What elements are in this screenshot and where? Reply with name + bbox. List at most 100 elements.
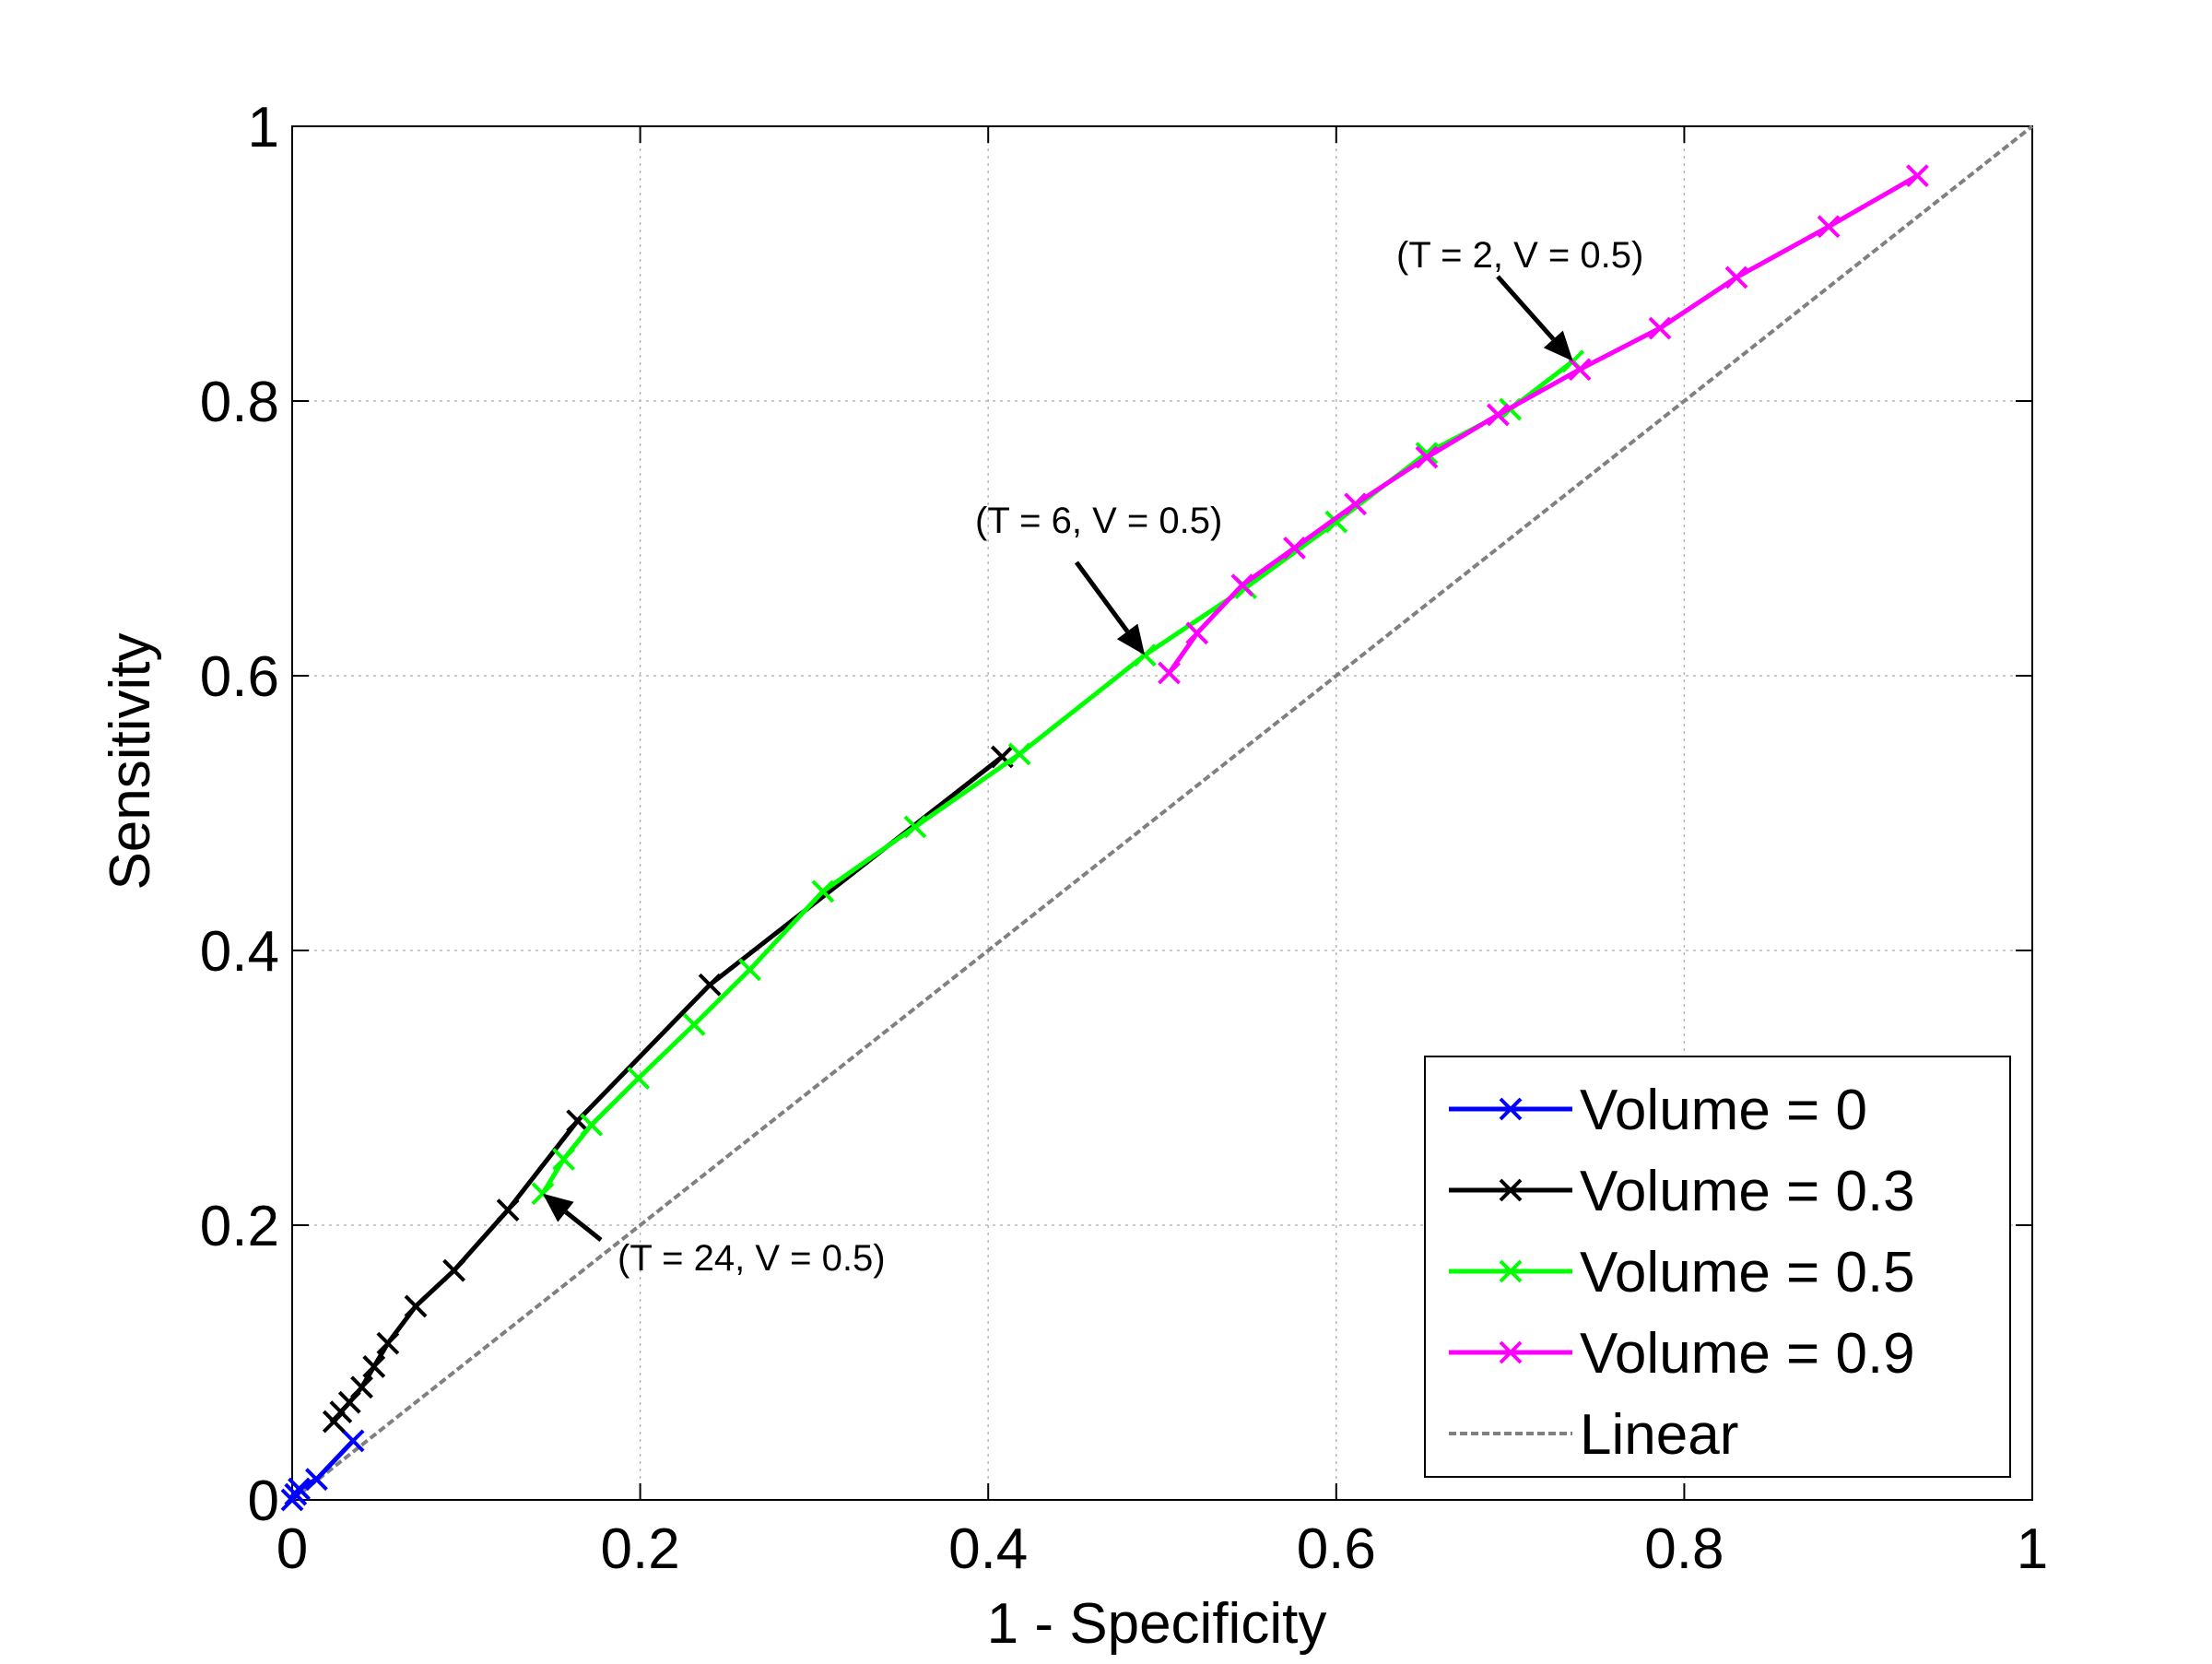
data-point	[1158, 661, 1181, 685]
data-point	[350, 1375, 373, 1399]
y-tick-label: 0.2	[200, 1195, 279, 1258]
y-tick-label: 0.6	[200, 645, 279, 709]
data-point	[376, 1331, 400, 1355]
x-tick-label: 0.8	[1644, 1517, 1724, 1581]
data-point-stroke	[1486, 403, 1510, 427]
data-point-stroke	[1230, 573, 1254, 597]
data-point	[442, 1258, 465, 1282]
legend-label: Volume = 0	[1580, 1079, 1867, 1142]
data-point-stroke	[903, 815, 927, 839]
data-point-stroke	[1007, 742, 1031, 766]
legend-marker	[1499, 1178, 1523, 1202]
data-point-stroke	[531, 1182, 555, 1206]
data-point	[1185, 621, 1209, 645]
series-line	[290, 124, 2034, 1502]
data-point-stroke	[1724, 266, 1748, 289]
series-group	[280, 124, 2034, 1512]
legend-entry: Linear	[1449, 1403, 1738, 1467]
annotation: (T = 2, V = 0.5)	[1396, 235, 1643, 361]
legend-entry: Volume = 0.9	[1449, 1322, 1915, 1386]
data-point-stroke	[1133, 643, 1157, 667]
data-point-stroke	[580, 1113, 604, 1137]
series-linear	[290, 124, 2034, 1502]
y-tick-label: 0	[248, 1469, 279, 1533]
data-point	[1344, 492, 1367, 516]
data-point	[1905, 164, 1929, 188]
data-point	[1724, 266, 1748, 289]
data-point-stroke	[376, 1331, 400, 1355]
plot-frame	[291, 125, 2033, 1501]
x-tick-label: 0.4	[948, 1517, 1028, 1581]
data-point	[341, 1429, 365, 1453]
data-point-stroke	[496, 1198, 520, 1222]
y-tick-label: 0.4	[200, 920, 279, 984]
legend-marker	[1499, 1340, 1523, 1364]
data-point	[322, 1410, 346, 1434]
annotation-arrow-shaft	[1074, 561, 1130, 633]
annotation-label: (T = 2, V = 0.5)	[1396, 235, 1643, 276]
data-point-stroke	[698, 973, 722, 997]
data-point	[580, 1113, 604, 1137]
data-point	[552, 1148, 575, 1171]
legend-entry: Volume = 0	[1449, 1079, 1867, 1142]
legend: Volume = 0 Volume = 0.3 Volume = 0.5 Volume…	[1424, 1056, 2011, 1478]
data-point-stroke	[990, 745, 1014, 769]
x-tick-label: 0	[276, 1517, 308, 1581]
data-point-stroke	[1283, 537, 1306, 560]
legend-marker	[1499, 1259, 1523, 1283]
data-point-stroke	[350, 1375, 373, 1399]
data-point	[362, 1355, 386, 1378]
data-point	[903, 815, 927, 839]
data-point-stroke	[362, 1355, 386, 1378]
x-axis-label: 1 - Specificity	[987, 1592, 1327, 1656]
annotation-arrow-shaft	[1496, 275, 1556, 341]
axis-labels: 1 - Specificity Sensitivity	[99, 632, 1326, 1656]
annotation: (T = 6, V = 0.5)	[975, 501, 1222, 655]
y-tick-label: 0.8	[200, 371, 279, 434]
legend-entry: Volume = 0.3	[1449, 1160, 1915, 1223]
data-point	[288, 1477, 311, 1501]
data-point-stroke	[1817, 215, 1841, 239]
data-point-stroke	[1648, 316, 1672, 340]
x-tick-label: 0.2	[600, 1517, 679, 1581]
legend-marker	[1499, 1097, 1523, 1121]
data-point	[496, 1198, 520, 1222]
data-point-stroke	[404, 1294, 428, 1318]
data-point-stroke	[442, 1258, 465, 1282]
data-point	[404, 1294, 428, 1318]
annotation-arrow-head	[542, 1193, 574, 1222]
data-point	[305, 1468, 328, 1492]
y-axis-label: Sensitivity	[99, 632, 162, 890]
data-point	[1568, 358, 1592, 382]
legend-label: Volume = 0.3	[1580, 1160, 1915, 1223]
x-tick-label: 0.6	[1297, 1517, 1376, 1581]
legend-label: Volume = 0.5	[1580, 1241, 1915, 1304]
data-point	[1283, 537, 1306, 560]
data-point	[1486, 403, 1510, 427]
data-point-stroke	[337, 1390, 361, 1414]
legend-label: Volume = 0.9	[1580, 1322, 1915, 1386]
y-tick-label: 1	[248, 96, 279, 159]
annotation-arrow-head	[1543, 330, 1573, 361]
data-point-stroke	[288, 1477, 311, 1501]
axis-ticks: 0 0.2 0.4 0.6 0.8 1 0 0.2 0.4 0.6 0.8 1	[200, 96, 2048, 1581]
annotation: (T = 24, V = 0.5)	[542, 1193, 886, 1279]
data-point-stroke	[1905, 164, 1929, 188]
data-point	[1415, 445, 1439, 469]
data-point-stroke	[552, 1148, 575, 1171]
data-point-stroke	[322, 1410, 346, 1434]
data-point-stroke	[811, 879, 835, 903]
annotations: (T = 2, V = 0.5) (T = 6, V = 0.5) (T = 24,…	[542, 235, 1643, 1279]
data-point-stroke	[1158, 661, 1181, 685]
plot-area-border	[291, 125, 2033, 1501]
data-point	[682, 1013, 706, 1036]
data-point	[566, 1109, 590, 1133]
annotation-label: (T = 6, V = 0.5)	[975, 501, 1222, 541]
data-point	[627, 1067, 651, 1090]
data-point-stroke	[341, 1429, 365, 1453]
x-tick-label: 1	[2017, 1517, 2048, 1581]
data-point-stroke	[682, 1013, 706, 1036]
grid	[292, 126, 2032, 1500]
